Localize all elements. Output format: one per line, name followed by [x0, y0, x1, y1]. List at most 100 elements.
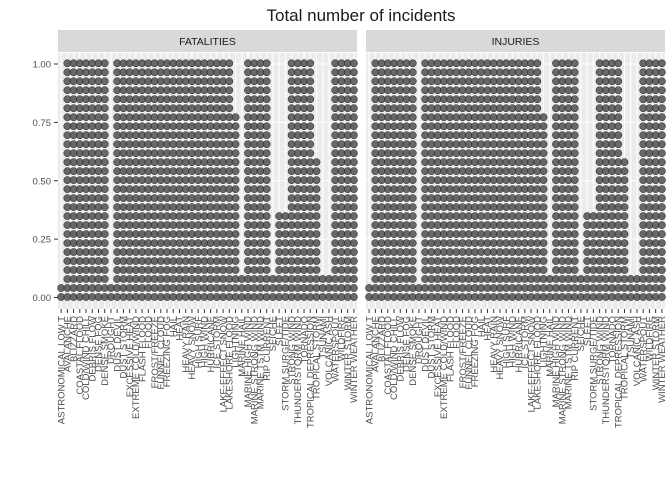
- x-tick-label: HAIL: [168, 316, 179, 337]
- dot: [350, 86, 358, 95]
- dot: [350, 95, 358, 104]
- dot: [658, 113, 666, 122]
- dot: [350, 239, 358, 247]
- y-tick-label: 0.00: [33, 293, 52, 304]
- dot-column-7: [402, 59, 411, 301]
- dot: [570, 257, 579, 265]
- x-tick-label: HEAT: [483, 316, 494, 341]
- x-tick-label: TROPICAL DEPRESSION: [305, 316, 316, 428]
- dot: [306, 95, 315, 104]
- y-tick-label: 0.75: [33, 118, 52, 129]
- x-tick-label: THUNDERSTORM WIND: [601, 316, 612, 425]
- dot: [100, 95, 109, 104]
- dot-column-33: [564, 59, 573, 301]
- dot-column-7: [94, 59, 103, 301]
- x-tick-label: MARINE STRONG WIND: [557, 316, 568, 424]
- dot: [262, 140, 271, 149]
- x-tick-label: BLIZZARD: [377, 316, 388, 362]
- x-tick-label: COASTAL FLOOD: [75, 316, 86, 395]
- x-tick-label: DENSE SMOKE: [408, 316, 419, 386]
- dot: [312, 257, 321, 265]
- x-tick-label: COLD/WIND CHILL: [81, 316, 92, 400]
- x-tick-label: DUST STORM: [119, 316, 130, 379]
- chart-title: Total number of incidents: [267, 6, 456, 25]
- dot: [570, 185, 579, 193]
- dot: [658, 284, 666, 292]
- dot: [570, 131, 579, 140]
- dot: [658, 266, 666, 274]
- dot: [350, 275, 358, 283]
- dot: [350, 77, 358, 86]
- dot-column-26: [520, 59, 529, 301]
- dot-column-39: [293, 59, 302, 301]
- x-tick-label: HEAT: [175, 316, 186, 341]
- x-tick-label: HIGH SURF: [193, 316, 204, 368]
- dot: [225, 59, 234, 68]
- dot: [262, 257, 271, 265]
- dot: [539, 131, 548, 140]
- x-tick-label: LAKE-EFFECT SNOW: [218, 316, 229, 412]
- dot-column-17: [156, 59, 165, 301]
- dot: [620, 239, 629, 247]
- dot-column-14: [138, 59, 146, 301]
- dot: [408, 221, 417, 229]
- dot: [539, 167, 548, 175]
- dot: [658, 149, 666, 158]
- dot: [100, 266, 109, 274]
- dot: [350, 122, 358, 131]
- dot-column-4: [383, 59, 392, 301]
- x-tick-label: TSUNAMI: [318, 316, 329, 359]
- dot: [658, 257, 666, 265]
- dot: [570, 95, 579, 104]
- dot: [350, 68, 358, 77]
- dot: [231, 203, 240, 211]
- facet-strip: [58, 30, 357, 52]
- dot: [350, 113, 358, 122]
- dot-column-8: [100, 59, 109, 301]
- dot: [614, 77, 623, 86]
- dot: [658, 167, 666, 175]
- dot: [100, 158, 109, 167]
- x-tick-label: FROST/FREEZE: [150, 316, 161, 388]
- dot: [350, 149, 358, 158]
- dot: [350, 248, 358, 256]
- dot-column-28: [225, 59, 234, 301]
- dot: [100, 86, 109, 95]
- dot-column-20: [175, 59, 184, 301]
- dot: [658, 140, 666, 149]
- dot: [570, 113, 579, 122]
- dot: [225, 68, 234, 77]
- dot: [100, 257, 109, 265]
- dot-column-10: [113, 59, 122, 301]
- dot: [614, 140, 623, 149]
- x-tick-label: AVALANCHE: [371, 316, 382, 372]
- dot: [231, 140, 240, 149]
- dot: [658, 95, 666, 104]
- x-tick-label: FREEZING FOG: [470, 316, 481, 387]
- y-tick-label: 0.25: [33, 235, 52, 246]
- dot: [231, 149, 240, 158]
- dot-column-31: [244, 59, 252, 301]
- dot: [620, 185, 629, 193]
- dot: [225, 95, 234, 104]
- facet-panel-fatalities: FATALITIES ASTRONOMICAL LOW TAVALANCHEBLI…: [56, 30, 360, 428]
- dot-column-16: [150, 59, 159, 301]
- x-tick-label: DENSE FOG: [402, 316, 413, 372]
- x-tick-label: MARINE HIGH WIND: [243, 316, 254, 407]
- dot: [350, 266, 358, 274]
- dot: [408, 212, 417, 220]
- x-tick-label: LIGHTNING: [539, 316, 550, 368]
- dot: [262, 77, 271, 86]
- dot-column-44: [325, 275, 333, 301]
- dot: [262, 212, 271, 220]
- dot-column-41: [614, 59, 623, 301]
- dot: [350, 131, 358, 140]
- dot: [570, 239, 579, 247]
- dot: [100, 221, 109, 229]
- dot: [262, 95, 271, 104]
- dot: [408, 68, 417, 77]
- x-tick-label: DUST DEVIL: [112, 316, 123, 372]
- x-tick-label: MARINE HAIL: [545, 316, 556, 377]
- dot: [100, 194, 109, 202]
